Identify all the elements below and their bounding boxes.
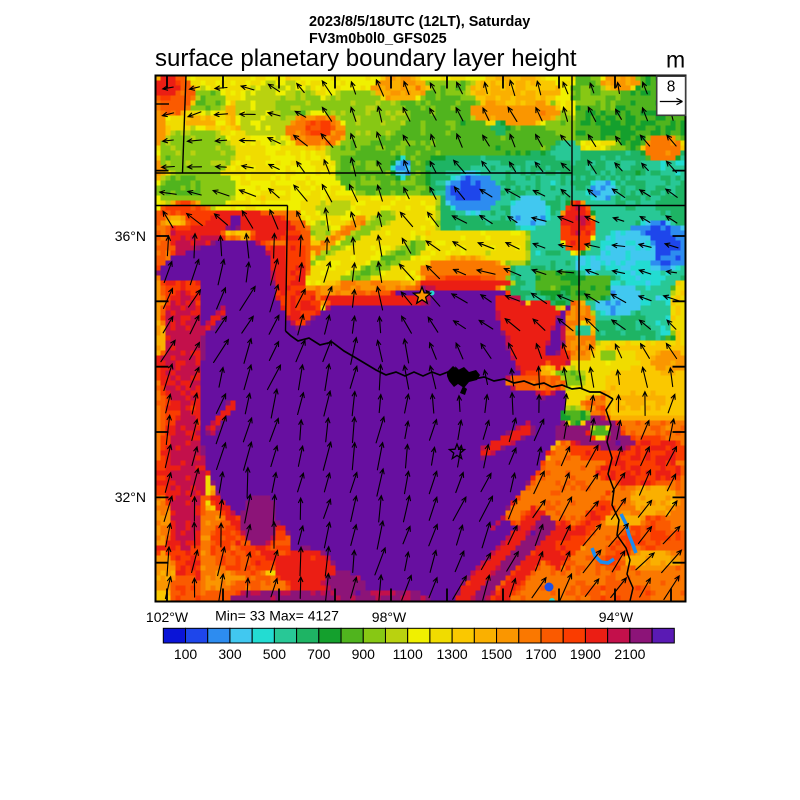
- svg-text:300: 300: [218, 646, 242, 662]
- svg-text:2023/8/5/18UTC (12LT), Saturda: 2023/8/5/18UTC (12LT), Saturday: [309, 14, 530, 30]
- svg-text:Min= 33 Max= 4127: Min= 33 Max= 4127: [215, 608, 339, 624]
- svg-text:1500: 1500: [481, 646, 512, 662]
- svg-text:500: 500: [263, 646, 287, 662]
- svg-text:1300: 1300: [437, 646, 468, 662]
- svg-text:94°W: 94°W: [599, 609, 634, 625]
- svg-text:1900: 1900: [570, 646, 601, 662]
- svg-text:1700: 1700: [525, 646, 556, 662]
- svg-text:36°N: 36°N: [115, 228, 146, 244]
- svg-text:1100: 1100: [393, 646, 423, 662]
- svg-text:2100: 2100: [614, 646, 645, 662]
- svg-text:700: 700: [307, 646, 331, 662]
- svg-text:surface planetary boundary lay: surface planetary boundary layer height: [155, 45, 577, 72]
- svg-text:FV3m0b0l0_GFS025: FV3m0b0l0_GFS025: [309, 31, 447, 47]
- svg-text:900: 900: [352, 646, 376, 662]
- svg-text:100: 100: [174, 646, 198, 662]
- svg-text:102°W: 102°W: [146, 609, 189, 625]
- svg-text:m: m: [666, 47, 685, 73]
- svg-text:98°W: 98°W: [372, 609, 407, 625]
- svg-text:8: 8: [667, 79, 676, 96]
- svg-text:32°N: 32°N: [115, 489, 146, 505]
